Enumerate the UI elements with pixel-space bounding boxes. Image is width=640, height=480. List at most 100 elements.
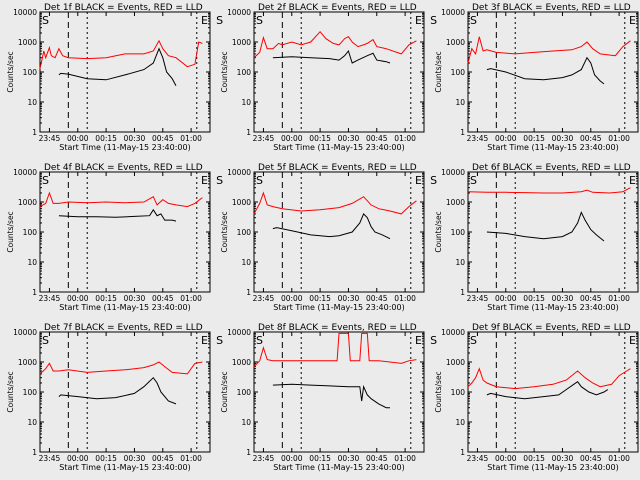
y-tick-label: 1000 — [232, 38, 251, 47]
x-tick-label: 01:00 — [180, 454, 202, 463]
y-tick-label: 10000 — [441, 8, 465, 17]
series-line-lld — [253, 30, 417, 59]
marker-letter-end: E — [629, 174, 636, 187]
y-tick-label: 1000 — [232, 198, 251, 207]
y-tick-label: 100 — [237, 68, 252, 77]
marker-letter-end: E — [629, 14, 636, 27]
y-tick-label: 1000 — [446, 358, 465, 367]
marker-letter-start-2: S — [430, 334, 437, 347]
x-tick-label: 01:00 — [394, 454, 416, 463]
panel-8: Det 8f BLACK = Events, RED = LLD 1 10 100 10… — [220, 323, 437, 472]
y-axis-label: Counts/sec — [220, 51, 229, 92]
x-tick-label: 00:45 — [366, 134, 388, 143]
series-line-events — [486, 211, 605, 242]
marker-letter-start-2: S — [216, 14, 223, 27]
panel-title: Det 3f BLACK = Events, RED = LLD — [472, 3, 631, 13]
x-tick-label: 00:00 — [495, 134, 517, 143]
x-tick-label: 00:15 — [309, 294, 331, 303]
x-tick-label: 00:30 — [552, 294, 574, 303]
x-tick-label: 23:45 — [253, 294, 275, 303]
y-tick-label: 10000 — [441, 328, 465, 337]
y-tick-label: 1000 — [446, 38, 465, 47]
y-tick-label: 1 — [246, 448, 251, 457]
marker-letter-start: S — [256, 174, 263, 187]
x-tick-label: 00:15 — [309, 454, 331, 463]
series-line-lld — [467, 367, 631, 390]
x-axis-label: Start Time (11-May-15 23:40:00) — [273, 463, 404, 472]
marker-letter-end: E — [415, 174, 422, 187]
marker-letter-start-2: S — [430, 174, 437, 187]
x-tick-label: 23:45 — [39, 294, 61, 303]
y-tick-label: 100 — [237, 388, 252, 397]
marker-letter-start-2: S — [430, 14, 437, 27]
marker-letter-start: S — [42, 14, 49, 27]
panel-title: Det 7f BLACK = Events, RED = LLD — [44, 323, 203, 333]
panel-2: Det 2f BLACK = Events, RED = LLD 1 10 100 10… — [220, 3, 437, 152]
y-tick-label: 1000 — [18, 358, 37, 367]
y-tick-label: 10 — [27, 98, 37, 107]
y-axis-label: Counts/sec — [6, 51, 15, 92]
x-tick-label: 00:15 — [95, 454, 117, 463]
y-tick-label: 10 — [455, 98, 465, 107]
y-tick-label: 1000 — [446, 198, 465, 207]
x-tick-label: 23:45 — [39, 454, 61, 463]
x-tick-label: 01:00 — [394, 294, 416, 303]
x-tick-label: 23:45 — [467, 294, 489, 303]
y-tick-label: 10000 — [441, 168, 465, 177]
x-tick-label: 00:30 — [124, 134, 146, 143]
series-line-events — [272, 383, 390, 409]
x-tick-label: 00:00 — [281, 294, 303, 303]
y-tick-label: 1 — [32, 288, 37, 297]
y-tick-label: 10 — [241, 98, 251, 107]
series-line-lld — [39, 191, 203, 208]
x-axis-label: Start Time (11-May-15 23:40:00) — [487, 143, 618, 152]
x-tick-label: 00:15 — [523, 294, 545, 303]
y-tick-label: 1 — [246, 288, 251, 297]
y-tick-label: 10000 — [13, 168, 37, 177]
marker-letter-end: E — [201, 174, 208, 187]
x-axis-label: Start Time (11-May-15 23:40:00) — [273, 143, 404, 152]
y-tick-label: 10 — [455, 258, 465, 267]
panel-6: Det 6f BLACK = Events, RED = LLD 1 10 100 10… — [434, 163, 639, 312]
x-tick-label: 00:30 — [338, 134, 360, 143]
y-tick-label: 1 — [32, 128, 37, 137]
series-line-events — [58, 208, 177, 222]
y-tick-label: 100 — [451, 388, 466, 397]
series-line-lld — [39, 361, 203, 375]
y-tick-label: 10 — [455, 418, 465, 427]
panel-title: Det 5f BLACK = Events, RED = LLD — [258, 163, 417, 173]
y-axis-label: Counts/sec — [434, 211, 443, 252]
series-line-events — [272, 213, 391, 240]
panel-7: Det 7f BLACK = Events, RED = LLD 1 10 100 10… — [6, 323, 223, 472]
marker-letter-start: S — [470, 14, 477, 27]
y-tick-label: 1000 — [18, 198, 37, 207]
x-tick-label: 00:45 — [580, 134, 602, 143]
y-tick-label: 1 — [460, 288, 465, 297]
x-tick-label: 00:30 — [552, 454, 574, 463]
x-tick-label: 00:00 — [67, 294, 89, 303]
x-axis-label: Start Time (11-May-15 23:40:00) — [59, 143, 190, 152]
panel-title: Det 8f BLACK = Events, RED = LLD — [258, 323, 417, 333]
x-tick-label: 00:30 — [124, 294, 146, 303]
y-tick-label: 10 — [241, 418, 251, 427]
series-line-lld — [253, 332, 417, 367]
marker-letter-start: S — [470, 334, 477, 347]
x-axis-label: Start Time (11-May-15 23:40:00) — [59, 463, 190, 472]
x-tick-label: 01:00 — [180, 294, 202, 303]
series-line-events — [486, 381, 609, 400]
y-tick-label: 1 — [460, 448, 465, 457]
series-line-lld — [39, 39, 203, 69]
marker-letter-start: S — [256, 14, 263, 27]
y-tick-label: 10 — [27, 258, 37, 267]
marker-letter-end: E — [629, 334, 636, 347]
x-tick-label: 00:45 — [152, 454, 174, 463]
y-tick-label: 100 — [451, 68, 466, 77]
y-tick-label: 10000 — [227, 168, 251, 177]
series-line-lld — [253, 191, 417, 215]
x-tick-label: 00:30 — [124, 454, 146, 463]
x-tick-label: 23:45 — [39, 134, 61, 143]
x-tick-label: 00:30 — [338, 294, 360, 303]
x-tick-label: 00:00 — [281, 134, 303, 143]
